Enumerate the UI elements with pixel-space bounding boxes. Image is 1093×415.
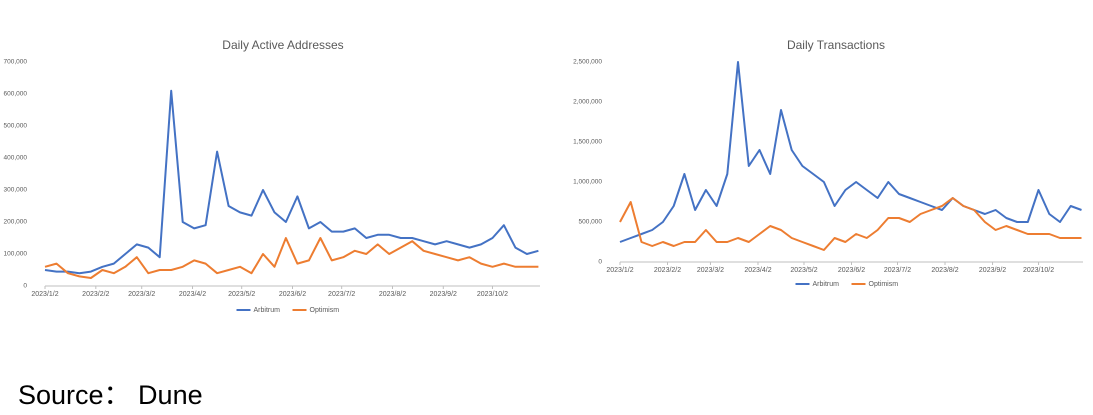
y-tick-label: 400,000 — [4, 155, 28, 162]
x-tick-label: 2023/10/2 — [1023, 267, 1054, 274]
x-tick-label: 2023/9/2 — [430, 291, 457, 298]
x-tick-label: 2023/1/2 — [31, 291, 58, 298]
x-tick-label: 2023/5/2 — [790, 267, 817, 274]
x-tick-label: 2023/9/2 — [979, 267, 1006, 274]
legend-label: Optimism — [869, 281, 899, 288]
x-tick-label: 2023/4/2 — [179, 291, 206, 298]
y-tick-label: 600,000 — [4, 91, 28, 98]
y-tick-label: 2,000,000 — [573, 99, 602, 106]
source-note: Source： Dune — [18, 380, 203, 410]
y-tick-label: 1,000,000 — [573, 179, 602, 186]
x-tick-label: 2023/1/2 — [606, 267, 633, 274]
chart-title: Daily Active Addresses — [222, 38, 343, 52]
charts: Daily Active Addresses 0 100,000 200,000 300… — [4, 38, 1083, 314]
y-tick-label: 100,000 — [4, 251, 28, 258]
data-line — [619, 197, 1082, 251]
x-tick-label: 2023/6/2 — [279, 291, 306, 298]
x-tick-label: 2023/10/2 — [477, 291, 508, 298]
y-tick-label: 500,000 — [4, 123, 28, 130]
y-tick-label: 500,000 — [579, 219, 603, 226]
y-tick-label: 0 — [598, 259, 602, 266]
data-line — [44, 89, 539, 275]
x-tick-label: 2023/4/2 — [744, 267, 771, 274]
y-tick-label: 700,000 — [4, 59, 28, 66]
data-line — [619, 61, 1082, 243]
x-tick-label: 2023/5/2 — [228, 291, 255, 298]
x-tick-label: 2023/3/2 — [128, 291, 155, 298]
legend-label: Arbitrum — [813, 281, 840, 288]
chart-title: Daily Transactions — [787, 38, 885, 52]
legend-label: Arbitrum — [254, 307, 281, 314]
x-tick-label: 2023/7/2 — [328, 291, 355, 298]
y-tick-label: 200,000 — [4, 219, 28, 226]
y-tick-label: 300,000 — [4, 187, 28, 194]
x-tick-label: 2023/3/2 — [697, 267, 724, 274]
data-line — [44, 237, 539, 279]
x-tick-label: 2023/2/2 — [82, 291, 109, 298]
x-tick-label: 2023/6/2 — [838, 267, 865, 274]
y-tick-label: 1,500,000 — [573, 139, 602, 146]
x-tick-label: 2023/2/2 — [654, 267, 681, 274]
y-tick-label: 0 — [23, 283, 27, 290]
x-tick-label: 2023/7/2 — [884, 267, 911, 274]
legend-label: Optimism — [310, 307, 340, 314]
y-tick-label: 2,500,000 — [573, 59, 602, 66]
x-tick-label: 2023/8/2 — [379, 291, 406, 298]
x-tick-label: 2023/8/2 — [931, 267, 958, 274]
